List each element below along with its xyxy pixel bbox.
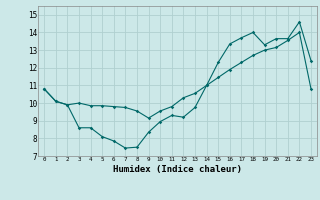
X-axis label: Humidex (Indice chaleur): Humidex (Indice chaleur) bbox=[113, 165, 242, 174]
